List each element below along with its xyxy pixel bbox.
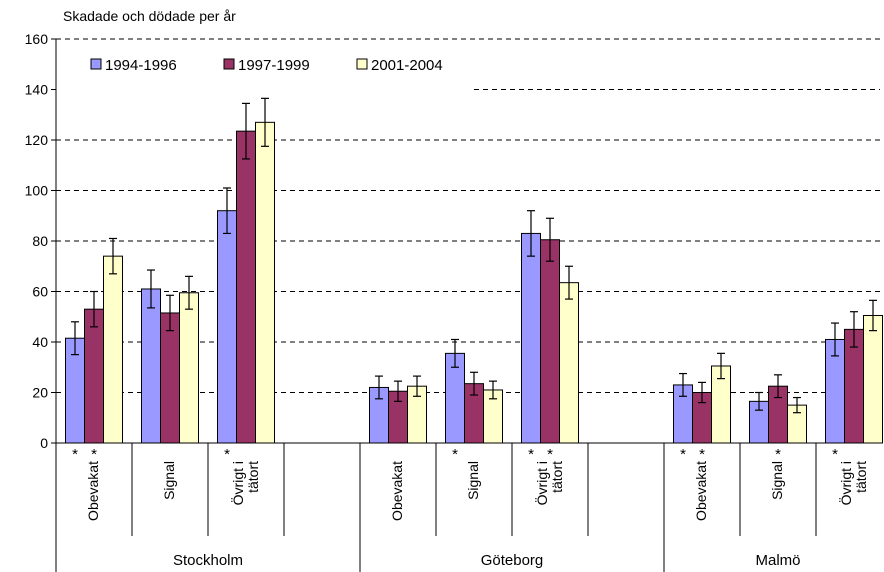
bar	[540, 239, 560, 444]
category-label-line: Övrigt i	[837, 461, 854, 505]
bar	[103, 255, 123, 444]
legend-label: 1994-1996	[105, 57, 177, 74]
category-label-line: Obevakat	[693, 461, 709, 521]
category-label-line: Signal	[161, 461, 177, 500]
significance-marker: *	[699, 446, 705, 463]
bar	[236, 130, 256, 444]
category-label-line: tätort	[853, 461, 869, 493]
significance-marker: *	[91, 446, 97, 463]
category-label-line: Övrigt i	[229, 461, 246, 505]
category-label-line: Obevakat	[389, 461, 405, 521]
bar	[84, 308, 104, 444]
category-label: Signal	[769, 461, 785, 500]
significance-marker: *	[528, 446, 534, 463]
legend-swatch	[356, 58, 368, 70]
category-label-line: Övrigt i	[533, 461, 550, 505]
category-label-line: Signal	[769, 461, 785, 500]
legend-label: 2001-2004	[371, 57, 443, 74]
significance-marker: *	[680, 446, 686, 463]
category-label-line: Signal	[465, 461, 481, 500]
y-tick-label: 0	[40, 435, 48, 451]
category-label-line: tätort	[549, 461, 565, 493]
significance-marker: *	[547, 446, 553, 463]
y-axis-title: Skadade och dödade per år	[63, 8, 236, 24]
bar	[863, 314, 883, 444]
legend-swatch	[90, 58, 102, 70]
significance-marker: *	[452, 446, 458, 463]
group-label: Malmö	[755, 552, 800, 569]
category-labels: * *Obevakat Signal*Övrigt itätort Obevakat*…	[72, 446, 869, 569]
bar	[141, 288, 161, 444]
category-label: Signal	[161, 461, 177, 500]
legend-label: 1997-1999	[238, 57, 310, 74]
y-tick-label: 120	[25, 132, 49, 148]
y-tick-label: 60	[32, 284, 48, 300]
category-label: Signal	[465, 461, 481, 500]
y-tick-label: 140	[25, 82, 49, 98]
bar	[521, 232, 541, 444]
y-tick-label: 160	[25, 31, 49, 47]
category-label: Övrigt itätort	[837, 461, 869, 505]
bar	[160, 312, 180, 444]
category-label: Obevakat	[85, 461, 101, 521]
significance-marker: *	[775, 446, 781, 463]
bar	[217, 210, 237, 444]
bars	[65, 97, 883, 444]
category-label: Obevakat	[389, 461, 405, 521]
y-tick-label: 20	[32, 385, 48, 401]
bar	[255, 121, 275, 444]
significance-marker: *	[72, 446, 78, 463]
significance-marker: *	[832, 446, 838, 463]
y-tick-label: 40	[32, 334, 48, 350]
legend-swatch	[223, 58, 235, 70]
category-label-line: tätort	[245, 461, 261, 493]
group-label: Stockholm	[173, 552, 243, 569]
category-label: Övrigt itätort	[229, 461, 261, 505]
group-label: Göteborg	[481, 552, 544, 569]
category-label: Övrigt itätort	[533, 461, 565, 505]
legend: 1994-1996 1997-1999 2001-2004	[90, 57, 443, 74]
significance-marker: *	[224, 446, 230, 463]
y-tick-label: 100	[25, 183, 49, 199]
category-label: Obevakat	[693, 461, 709, 521]
bar	[559, 282, 579, 444]
y-tick-label: 80	[32, 233, 48, 249]
bar	[179, 292, 199, 444]
category-label-line: Obevakat	[85, 461, 101, 521]
axes: 0 20 40 60 80 100 120 140 160	[25, 31, 880, 572]
